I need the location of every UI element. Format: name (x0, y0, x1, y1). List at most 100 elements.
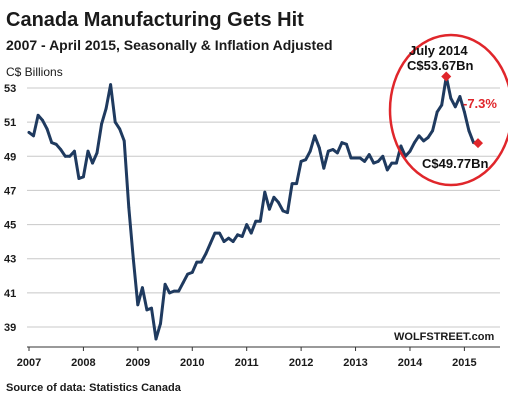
data-point (313, 134, 317, 138)
data-point (32, 134, 35, 138)
end-marker (473, 138, 483, 149)
y-tick-label: 39 (4, 322, 16, 334)
data-point (467, 129, 471, 133)
data-point (163, 282, 167, 286)
data-point (236, 233, 240, 237)
data-point (458, 95, 462, 98)
data-point (150, 306, 153, 310)
data-point (190, 271, 194, 274)
data-point (435, 110, 439, 114)
data-point (249, 231, 253, 235)
y-tick-label: 45 (4, 220, 16, 232)
y-axis-label: C$ Billions (6, 65, 63, 79)
data-point (449, 96, 453, 100)
data-point (395, 161, 398, 165)
x-tick-label: 2008 (71, 357, 95, 369)
data-point (199, 260, 203, 264)
data-point (349, 156, 353, 160)
data-point (322, 166, 326, 170)
x-tick-label: 2014 (398, 357, 423, 369)
data-point (45, 127, 49, 131)
data-point (286, 211, 289, 215)
x-tick-labels: 2007 2008 2009 2010 2011 2012 2013 2014 2015 (17, 347, 477, 369)
data-point (453, 105, 457, 109)
data-point (127, 206, 131, 209)
data-point (82, 175, 85, 179)
data-point (209, 242, 212, 245)
y-tick-label: 43 (4, 254, 16, 266)
data-point (381, 154, 385, 158)
x-tick-label: 2013 (343, 357, 367, 369)
data-point (299, 160, 303, 163)
data-point (231, 240, 235, 244)
data-point (463, 110, 466, 114)
data-point (41, 119, 44, 122)
data-point (227, 236, 231, 240)
data-point (181, 281, 185, 284)
y-tick-label: 53 (4, 83, 16, 95)
data-point (372, 161, 376, 165)
x-tick-label: 2010 (180, 357, 204, 369)
x-tick-label: 2007 (17, 357, 41, 369)
y-tick-label: 51 (4, 117, 16, 129)
data-point (317, 146, 321, 150)
data-point (154, 337, 158, 341)
data-point (258, 219, 262, 223)
data-point (408, 149, 412, 153)
data-point (263, 190, 267, 194)
data-point (440, 103, 444, 107)
data-point (27, 131, 31, 134)
data-point (36, 113, 40, 117)
data-point (145, 308, 149, 312)
data-point (186, 272, 190, 276)
data-point (240, 235, 244, 238)
series-line (27, 75, 480, 341)
data-point (73, 149, 76, 153)
data-point (218, 231, 221, 235)
chart-subtitle: 2007 - April 2015, Seasonally & Inflatio… (6, 37, 333, 53)
data-point (100, 122, 103, 126)
data-point (195, 260, 199, 264)
x-tick-label: 2012 (289, 357, 313, 369)
data-point (86, 149, 90, 153)
data-point (390, 161, 394, 165)
data-point (363, 160, 366, 163)
source-note: Source of data: Statistics Canada (6, 382, 182, 394)
data-point (399, 144, 403, 148)
end-value-label: C$49.77Bn (422, 156, 489, 171)
y-tick-labels: 39 41 43 45 47 49 51 53 (4, 83, 16, 334)
data-point (376, 160, 380, 163)
data-point (109, 83, 112, 86)
data-point (50, 141, 54, 145)
data-point (54, 142, 58, 146)
y-tick-label: 49 (4, 151, 16, 163)
data-point (417, 134, 421, 138)
data-point (159, 322, 162, 325)
data-point (413, 141, 416, 145)
data-point (331, 148, 335, 151)
highlight-ellipse (388, 33, 508, 187)
data-point (104, 107, 108, 110)
data-point (63, 154, 67, 158)
data-point (118, 127, 122, 131)
y-tick-label: 47 (4, 185, 16, 197)
data-point (213, 231, 217, 235)
data-point (281, 209, 285, 213)
data-point (367, 153, 371, 157)
data-point (354, 156, 357, 160)
data-point (172, 289, 176, 293)
data-point (422, 139, 425, 143)
x-tick-label: 2015 (452, 357, 476, 369)
chart-title: Canada Manufacturing Gets Hit (6, 9, 304, 31)
data-point (272, 195, 276, 199)
data-point (59, 148, 63, 151)
data-points (27, 75, 480, 341)
data-point (131, 257, 135, 261)
data-point (68, 154, 72, 158)
data-point (326, 149, 330, 153)
peak-value-label: C$53.67Bn (407, 58, 474, 73)
data-point (426, 136, 430, 139)
data-point (254, 219, 258, 223)
data-point (308, 149, 312, 153)
